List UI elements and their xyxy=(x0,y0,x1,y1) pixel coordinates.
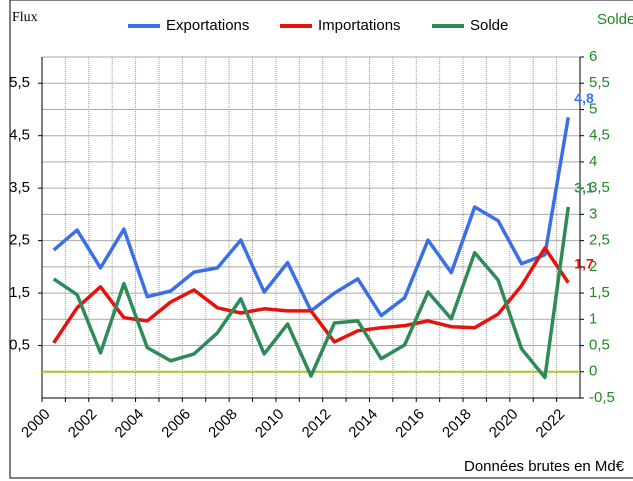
x-tick-label: 2022 xyxy=(533,406,569,442)
x-tick-label: 2008 xyxy=(205,406,241,442)
legend-label: Solde xyxy=(470,17,508,34)
y-tick-label: 2,5 xyxy=(9,232,30,249)
y2-tick-label: -0,5 xyxy=(589,389,615,406)
x-tick-label: 2016 xyxy=(392,406,428,442)
y-tick-label: 4,5 xyxy=(9,127,30,144)
y2-tick-label: 2 xyxy=(589,258,597,275)
x-tick-label: 2020 xyxy=(486,406,522,442)
y-tick-label: 3,5 xyxy=(9,179,30,196)
y2-tick-label: 0,5 xyxy=(589,337,610,354)
series-line xyxy=(52,246,570,344)
y2-tick-label: 5,5 xyxy=(589,74,610,91)
y2-tick-label: 4 xyxy=(589,153,597,170)
x-tick-label: 2006 xyxy=(158,406,194,442)
x-tick-label: 2014 xyxy=(345,406,381,442)
y2-tick-label: 2,5 xyxy=(589,232,610,249)
y2-tick-label: 4,5 xyxy=(589,127,610,144)
footnote: Données brutes en Md€ xyxy=(464,458,625,475)
x-tick-label: 2000 xyxy=(18,406,54,442)
legend-label: Exportations xyxy=(166,17,249,34)
value-label: 3,1 xyxy=(574,180,594,196)
x-tick-label: 2010 xyxy=(252,406,288,442)
x-tick-label: 2002 xyxy=(65,406,101,442)
y-tick-label: 5,5 xyxy=(9,74,30,91)
legend-label: Importations xyxy=(318,17,401,34)
y2-tick-label: 1 xyxy=(589,310,597,327)
x-tick-label: 2012 xyxy=(299,406,335,442)
x-tick-label: 2004 xyxy=(112,406,148,442)
frame xyxy=(9,0,633,479)
y-tick-label: 0,5 xyxy=(9,337,30,354)
y2-tick-label: 5 xyxy=(589,100,597,117)
y-axis-label: Flux xyxy=(12,10,38,25)
series-line xyxy=(52,117,571,318)
y2-tick-label: 6 xyxy=(589,48,597,65)
value-label: 4,8 xyxy=(574,90,594,106)
y2-tick-label: 0 xyxy=(589,363,597,380)
y2-tick-label: 1,5 xyxy=(589,284,610,301)
y-tick-label: 1,5 xyxy=(9,284,30,301)
y2-tick-label: 3,5 xyxy=(589,179,610,196)
y2-axis-label: Solde xyxy=(597,11,633,28)
x-tick-label: 2018 xyxy=(439,406,475,442)
y2-tick-label: 3 xyxy=(589,205,597,222)
series-line xyxy=(52,206,571,380)
value-label: 1,7 xyxy=(574,255,594,271)
